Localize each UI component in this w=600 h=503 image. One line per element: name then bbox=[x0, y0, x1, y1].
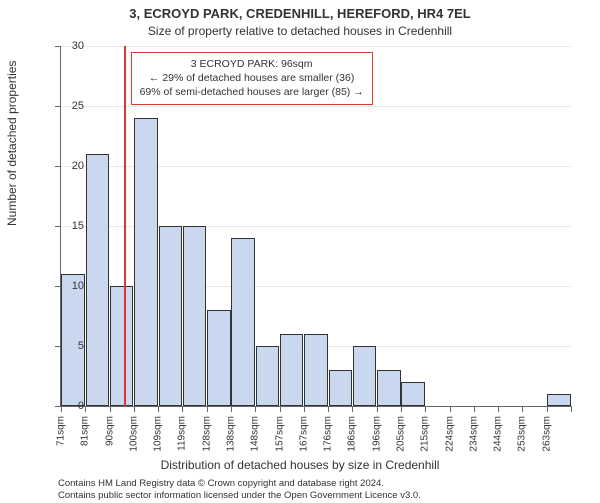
annotation-line: ← 29% of detached houses are smaller (36… bbox=[140, 71, 364, 85]
grid-line bbox=[61, 46, 571, 47]
footer-attribution: Contains HM Land Registry data © Crown c… bbox=[58, 478, 421, 503]
x-tick-label: 167sqm bbox=[298, 416, 309, 452]
x-tick-label: 71sqm bbox=[56, 416, 67, 446]
chart-title: 3, ECROYD PARK, CREDENHILL, HEREFORD, HR… bbox=[0, 6, 600, 21]
x-tick bbox=[522, 406, 523, 412]
x-tick-label: 148sqm bbox=[250, 416, 261, 452]
histogram-bar bbox=[183, 226, 206, 406]
x-tick-label: 215sqm bbox=[420, 416, 431, 452]
y-tick-label: 10 bbox=[54, 280, 84, 292]
x-tick-label: 244sqm bbox=[493, 416, 504, 452]
histogram-bar bbox=[401, 382, 424, 406]
x-tick bbox=[182, 406, 183, 412]
histogram-bar bbox=[231, 238, 254, 406]
annotation-box: 3 ECROYD PARK: 96sqm← 29% of detached ho… bbox=[131, 52, 373, 105]
histogram-bar bbox=[86, 154, 109, 406]
x-tick bbox=[377, 406, 378, 412]
x-tick-label: 109sqm bbox=[153, 416, 164, 452]
x-tick bbox=[328, 406, 329, 412]
x-tick bbox=[498, 406, 499, 412]
x-axis-label: Distribution of detached houses by size … bbox=[0, 458, 600, 472]
y-tick-label: 30 bbox=[54, 40, 84, 52]
x-tick-label: 128sqm bbox=[201, 416, 212, 452]
chart-container: 3, ECROYD PARK, CREDENHILL, HEREFORD, HR… bbox=[0, 0, 600, 500]
histogram-bar bbox=[256, 346, 279, 406]
histogram-bar bbox=[547, 394, 570, 406]
x-tick bbox=[255, 406, 256, 412]
y-tick-label: 25 bbox=[54, 100, 84, 112]
x-tick bbox=[352, 406, 353, 412]
x-tick-label: 119sqm bbox=[177, 416, 188, 451]
histogram-bar bbox=[377, 370, 400, 406]
x-tick bbox=[280, 406, 281, 412]
x-tick-label: 138sqm bbox=[226, 416, 237, 452]
x-tick bbox=[450, 406, 451, 412]
x-tick-label: 176sqm bbox=[323, 416, 334, 452]
x-tick-label: 205sqm bbox=[396, 416, 407, 452]
x-tick-label: 263sqm bbox=[541, 416, 552, 452]
x-tick bbox=[85, 406, 86, 412]
x-tick bbox=[304, 406, 305, 412]
histogram-bar bbox=[159, 226, 182, 406]
histogram-bar bbox=[304, 334, 327, 406]
chart-subtitle: Size of property relative to detached ho… bbox=[0, 24, 600, 38]
x-tick-label: 196sqm bbox=[371, 416, 382, 452]
x-tick-label: 253sqm bbox=[517, 416, 528, 452]
y-tick-label: 20 bbox=[54, 160, 84, 172]
x-tick bbox=[231, 406, 232, 412]
x-tick-label: 186sqm bbox=[347, 416, 358, 452]
x-tick bbox=[425, 406, 426, 412]
y-tick-label: 5 bbox=[54, 340, 84, 352]
footer-line-1: Contains HM Land Registry data © Crown c… bbox=[58, 478, 421, 490]
footer-line-2: Contains public sector information licen… bbox=[58, 490, 421, 502]
x-tick-label: 157sqm bbox=[274, 416, 285, 452]
x-tick bbox=[401, 406, 402, 412]
annotation-line: 3 ECROYD PARK: 96sqm bbox=[140, 57, 364, 71]
y-axis-label: Number of detached properties bbox=[5, 61, 19, 226]
x-tick-label: 234sqm bbox=[468, 416, 479, 452]
grid-line bbox=[61, 106, 571, 107]
y-tick-label: 0 bbox=[54, 400, 84, 412]
annotation-line: 69% of semi-detached houses are larger (… bbox=[140, 85, 364, 99]
x-tick bbox=[134, 406, 135, 412]
x-tick-label: 90sqm bbox=[104, 416, 115, 446]
x-tick bbox=[547, 406, 548, 412]
y-tick-label: 15 bbox=[54, 220, 84, 232]
x-tick bbox=[207, 406, 208, 412]
x-tick bbox=[474, 406, 475, 412]
histogram-bar bbox=[207, 310, 230, 406]
x-tick bbox=[158, 406, 159, 412]
x-tick-label: 224sqm bbox=[444, 416, 455, 452]
x-tick-label: 100sqm bbox=[128, 416, 139, 452]
histogram-bar bbox=[329, 370, 352, 406]
x-tick bbox=[571, 406, 572, 412]
x-tick bbox=[110, 406, 111, 412]
histogram-bar bbox=[353, 346, 376, 406]
x-tick-label: 81sqm bbox=[80, 416, 91, 446]
histogram-bar bbox=[110, 286, 133, 406]
histogram-bar bbox=[134, 118, 157, 406]
histogram-bar bbox=[280, 334, 303, 406]
plot-area: 71sqm81sqm90sqm100sqm109sqm119sqm128sqm1… bbox=[60, 46, 571, 407]
reference-line bbox=[124, 46, 126, 406]
